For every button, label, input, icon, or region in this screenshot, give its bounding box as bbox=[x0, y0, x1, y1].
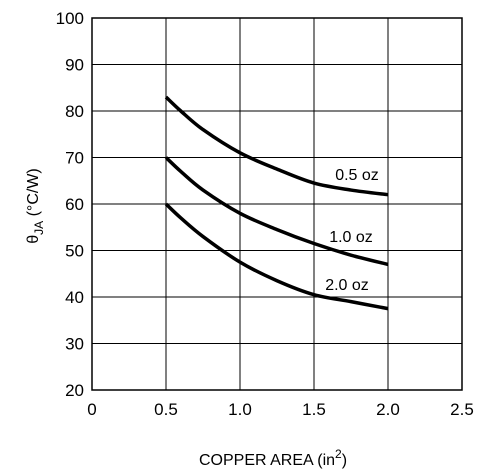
series-label: 2.0 oz bbox=[325, 277, 369, 294]
x-tick-label: 2.0 bbox=[376, 400, 400, 419]
series-label: 1.0 oz bbox=[329, 229, 373, 246]
x-tick-label: 1.0 bbox=[228, 400, 252, 419]
x-axis-title: COPPER AREA (in2) bbox=[199, 447, 347, 469]
y-tick-label: 20 bbox=[65, 381, 84, 400]
x-tick-label: 0.5 bbox=[154, 400, 178, 419]
grid bbox=[92, 18, 462, 390]
y-tick-label: 70 bbox=[65, 149, 84, 168]
y-axis-title: θJA (°C/W) bbox=[25, 168, 46, 244]
series-label: 0.5 oz bbox=[335, 167, 379, 184]
y-tick-label: 60 bbox=[65, 195, 84, 214]
y-tick-label: 50 bbox=[65, 242, 84, 261]
y-tick-label: 100 bbox=[56, 9, 84, 28]
y-tick-label: 80 bbox=[65, 102, 84, 121]
y-tick-label: 30 bbox=[65, 335, 84, 354]
y-tick-label: 40 bbox=[65, 288, 84, 307]
y-axis-tick-labels: 20 30 40 50 60 70 80 90 100 bbox=[56, 9, 84, 400]
x-tick-label: 0 bbox=[87, 400, 96, 419]
y-tick-label: 90 bbox=[65, 56, 84, 75]
x-tick-label: 2.5 bbox=[450, 400, 474, 419]
x-axis-tick-labels: 0 0.5 1.0 1.5 2.0 2.5 bbox=[87, 400, 474, 419]
x-tick-label: 1.5 bbox=[302, 400, 326, 419]
